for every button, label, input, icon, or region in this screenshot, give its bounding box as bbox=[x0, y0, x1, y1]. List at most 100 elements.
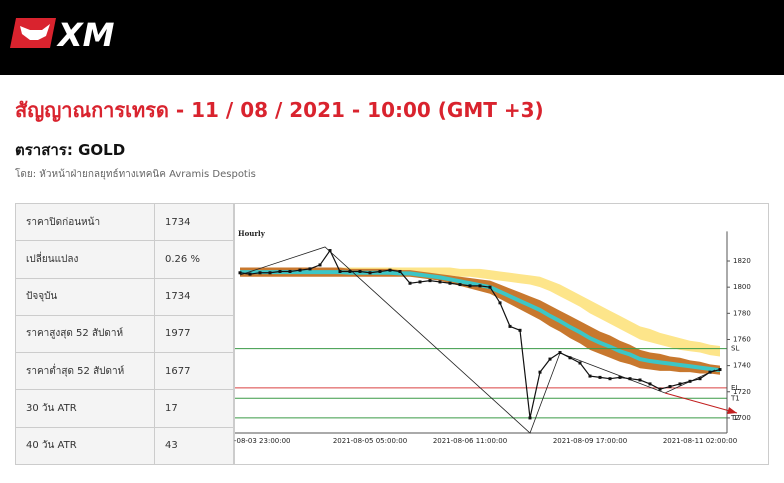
candle bbox=[368, 271, 372, 275]
candle bbox=[358, 269, 362, 273]
table-cell: 1977 bbox=[154, 314, 234, 354]
band bbox=[240, 267, 720, 375]
candle bbox=[658, 387, 662, 391]
candle bbox=[408, 281, 412, 285]
candle bbox=[638, 378, 642, 382]
candle bbox=[348, 269, 352, 273]
candle bbox=[538, 370, 542, 374]
candle bbox=[568, 356, 572, 360]
chart-label: Hourly bbox=[238, 229, 266, 238]
candle bbox=[528, 416, 532, 420]
instrument: ตราสาร: GOLD bbox=[15, 141, 126, 159]
x-tick-label: 2021-08-06 11:00:00 bbox=[433, 437, 507, 445]
y-tick-label: 1780 bbox=[733, 309, 751, 317]
stats-table: ราคาปิดก่อนหน้า 1734 เปลี่ยนแปลง 0.26 % ปัจจ… bbox=[15, 202, 234, 466]
table-cell: 1734 bbox=[154, 202, 234, 242]
table-row: ราคาต่ำสุด 52 สัปดาห์ 1677 bbox=[15, 352, 234, 391]
candle bbox=[268, 271, 272, 275]
x-tick-label: 2021-08-09 17:00:00 bbox=[553, 437, 627, 445]
candle bbox=[478, 284, 482, 288]
table-cell: 1734 bbox=[154, 277, 234, 316]
candle bbox=[238, 271, 242, 275]
candle bbox=[708, 370, 712, 374]
y-tick-label: 1720 bbox=[733, 388, 751, 396]
header: XM bbox=[0, 0, 784, 75]
candle bbox=[318, 263, 322, 267]
candle bbox=[498, 301, 502, 305]
x-tick-label: 2021-08-11 02:00:00 bbox=[663, 437, 737, 445]
candle bbox=[338, 269, 342, 273]
logo: XM bbox=[10, 16, 115, 54]
y-tick-label: 1740 bbox=[733, 362, 751, 370]
candle bbox=[558, 351, 562, 355]
band bbox=[240, 267, 720, 357]
candle bbox=[278, 269, 282, 273]
table-cell: เปลี่ยนแปลง bbox=[15, 240, 155, 279]
candle bbox=[588, 374, 592, 378]
candle bbox=[388, 268, 392, 272]
level-label: T2 bbox=[730, 414, 740, 422]
table-cell: ราคาสูงสุด 52 สัปดาห์ bbox=[15, 314, 155, 354]
candle bbox=[458, 283, 462, 287]
candle bbox=[618, 375, 622, 379]
candle bbox=[438, 280, 442, 284]
table-cell: 40 วัน ATR bbox=[15, 426, 155, 466]
table-cell: 1677 bbox=[154, 352, 234, 391]
candle bbox=[598, 375, 602, 379]
candle bbox=[288, 269, 292, 273]
forecast-arrow bbox=[664, 392, 738, 414]
candle bbox=[468, 284, 472, 288]
zigzag bbox=[239, 246, 716, 434]
table-row: 40 วัน ATR 43 bbox=[15, 426, 234, 466]
y-tick-label: 1800 bbox=[733, 283, 751, 291]
table-row: ราคาปิดก่อนหน้า 1734 bbox=[15, 202, 234, 242]
candle bbox=[248, 272, 252, 276]
table-cell: ราคาต่ำสุด 52 สัปดาห์ bbox=[15, 352, 155, 391]
y-tick-label: 1700 bbox=[733, 414, 751, 422]
page-title: สัญญาณการเทรด - 11 / 08 / 2021 - 10:00 (… bbox=[15, 98, 544, 122]
candle bbox=[718, 368, 722, 372]
candle bbox=[518, 328, 522, 332]
candle bbox=[578, 361, 582, 365]
table-cell: 0.26 % bbox=[154, 240, 234, 279]
candle bbox=[418, 280, 422, 284]
table-row: 30 วัน ATR 17 bbox=[15, 389, 234, 428]
author: โดย: หัวหน้าฝ่ายกลยุทธ์ทางเทคนิค Avramis… bbox=[15, 169, 256, 180]
candle bbox=[648, 382, 652, 386]
table-cell: 17 bbox=[154, 389, 234, 428]
level-label: EL bbox=[731, 384, 739, 392]
candle bbox=[698, 377, 702, 381]
x-tick-label: 1-08-03 23:00:00 bbox=[234, 437, 290, 445]
y-tick-label: 1820 bbox=[733, 257, 751, 265]
table-cell: 43 bbox=[154, 426, 234, 466]
logo-text: XM bbox=[56, 16, 115, 54]
candle bbox=[488, 285, 492, 289]
candle bbox=[428, 279, 432, 283]
candle bbox=[668, 385, 672, 389]
level-label: T1 bbox=[730, 394, 740, 402]
level-label: SL bbox=[731, 345, 739, 353]
table-row: ราคาสูงสุด 52 สัปดาห์ 1977 bbox=[15, 314, 234, 354]
table-row: ปัจจุบัน 1734 bbox=[15, 277, 234, 316]
candle bbox=[328, 249, 332, 253]
candle bbox=[628, 377, 632, 381]
candle bbox=[378, 269, 382, 273]
arrow-head bbox=[727, 407, 737, 414]
candle bbox=[688, 379, 692, 383]
table-row: เปลี่ยนแปลง 0.26 % bbox=[15, 240, 234, 279]
table-cell: ปัจจุบัน bbox=[15, 277, 155, 316]
candle bbox=[548, 357, 552, 361]
candle bbox=[508, 324, 512, 328]
candle bbox=[678, 382, 682, 386]
y-tick-label: 1760 bbox=[733, 335, 751, 343]
candle bbox=[608, 377, 612, 381]
candle bbox=[308, 267, 312, 271]
candle bbox=[298, 268, 302, 272]
table-cell: 30 วัน ATR bbox=[15, 389, 155, 428]
candle bbox=[258, 271, 262, 275]
candle bbox=[398, 269, 402, 273]
table-cell: ราคาปิดก่อนหน้า bbox=[15, 202, 155, 242]
x-tick-label: 2021-08-05 05:00:00 bbox=[333, 437, 407, 445]
candle bbox=[448, 281, 452, 285]
